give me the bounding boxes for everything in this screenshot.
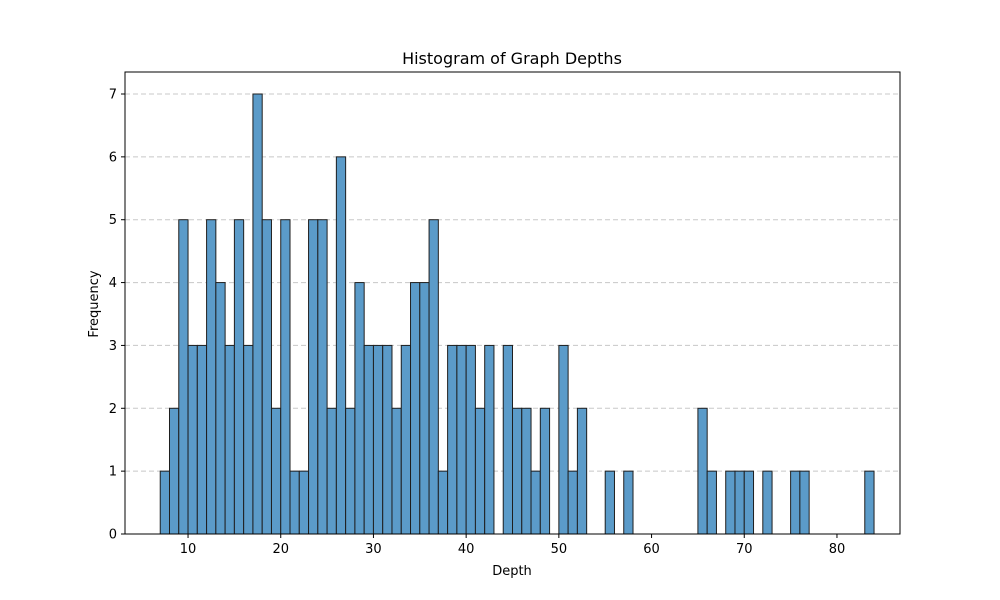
histogram-bar bbox=[576, 407, 588, 535]
histogram-bar bbox=[345, 407, 356, 535]
y-tick-label: 7 bbox=[109, 88, 117, 103]
histogram-bar bbox=[289, 470, 300, 535]
histogram-bar bbox=[243, 344, 254, 535]
histogram-bar bbox=[558, 344, 569, 535]
y-tick-label: 2 bbox=[109, 402, 117, 417]
histogram-bar bbox=[363, 344, 374, 535]
y-tick-label: 1 bbox=[109, 465, 117, 480]
histogram-bar bbox=[206, 219, 217, 535]
x-tick-label: 60 bbox=[643, 542, 660, 557]
chart-title: Histogram of Graph Depths bbox=[402, 49, 622, 68]
histogram-bar bbox=[335, 156, 347, 535]
histogram-bar bbox=[326, 407, 337, 535]
histogram-bar bbox=[539, 407, 551, 535]
histogram-bar bbox=[706, 470, 717, 535]
histogram-bar bbox=[604, 470, 615, 535]
y-tick-label: 6 bbox=[109, 150, 117, 165]
histogram-bar bbox=[317, 219, 328, 535]
y-axis-ticks: 0 1 2 3 4 5 6 7 bbox=[109, 88, 125, 543]
histogram-bar bbox=[790, 470, 801, 535]
histogram-bar bbox=[178, 219, 189, 535]
histogram-bar bbox=[725, 470, 736, 535]
histogram-bar bbox=[261, 219, 272, 535]
histogram-bar bbox=[280, 219, 291, 535]
histogram-bar bbox=[382, 344, 393, 535]
y-tick-label: 0 bbox=[109, 528, 117, 543]
x-tick-label: 30 bbox=[365, 542, 382, 557]
x-tick-label: 80 bbox=[829, 542, 846, 557]
histogram-bar bbox=[372, 344, 384, 535]
histogram-bar bbox=[354, 282, 365, 535]
histogram-bar bbox=[762, 470, 773, 535]
histogram-bar bbox=[159, 470, 170, 535]
histogram-bar bbox=[484, 344, 495, 535]
histogram-bar bbox=[196, 344, 208, 535]
histogram-bar bbox=[623, 470, 634, 535]
histogram-bar bbox=[224, 344, 235, 535]
histogram-bar bbox=[270, 407, 282, 535]
histogram-bar bbox=[187, 344, 198, 535]
histogram-bar bbox=[465, 344, 476, 535]
histogram-bar bbox=[512, 407, 523, 535]
histogram-bar bbox=[391, 407, 402, 535]
histogram-bar bbox=[308, 219, 319, 535]
histogram-bar bbox=[419, 282, 430, 535]
histogram-bar bbox=[215, 282, 226, 535]
histogram-bar bbox=[799, 470, 810, 535]
x-tick-label: 70 bbox=[736, 542, 753, 557]
histogram-bar bbox=[410, 282, 421, 535]
histogram-bar bbox=[233, 219, 245, 535]
histogram-bar bbox=[502, 344, 514, 535]
histogram-bar bbox=[697, 407, 708, 535]
histogram-bar bbox=[743, 470, 755, 535]
x-tick-label: 50 bbox=[551, 542, 568, 557]
histogram-bar bbox=[400, 344, 412, 535]
plot-frame bbox=[124, 71, 901, 535]
x-axis-ticks: 10 20 30 40 50 60 70 80 bbox=[180, 534, 845, 557]
y-tick-label: 5 bbox=[109, 213, 117, 228]
histogram-bar bbox=[521, 407, 532, 535]
x-tick-label: 20 bbox=[272, 542, 289, 557]
histogram-bar bbox=[734, 470, 745, 535]
histogram-bar bbox=[437, 470, 449, 535]
histogram-bar bbox=[447, 344, 458, 535]
histogram-bar bbox=[474, 407, 486, 535]
histogram-bar bbox=[252, 93, 263, 535]
histogram-bars bbox=[159, 93, 875, 535]
histogram-bar bbox=[567, 470, 578, 535]
histogram-bar bbox=[864, 470, 875, 535]
x-tick-label: 10 bbox=[180, 542, 197, 557]
histogram-bar bbox=[456, 344, 467, 535]
histogram-bar bbox=[298, 470, 310, 535]
x-axis-label: Depth bbox=[492, 564, 532, 579]
y-tick-label: 4 bbox=[109, 276, 117, 291]
histogram-bar bbox=[530, 470, 541, 535]
histogram-bar bbox=[168, 407, 180, 535]
x-tick-label: 40 bbox=[458, 542, 475, 557]
y-axis-label: Frequency bbox=[87, 270, 102, 337]
y-tick-label: 3 bbox=[109, 339, 117, 354]
histogram-bar bbox=[428, 219, 439, 535]
